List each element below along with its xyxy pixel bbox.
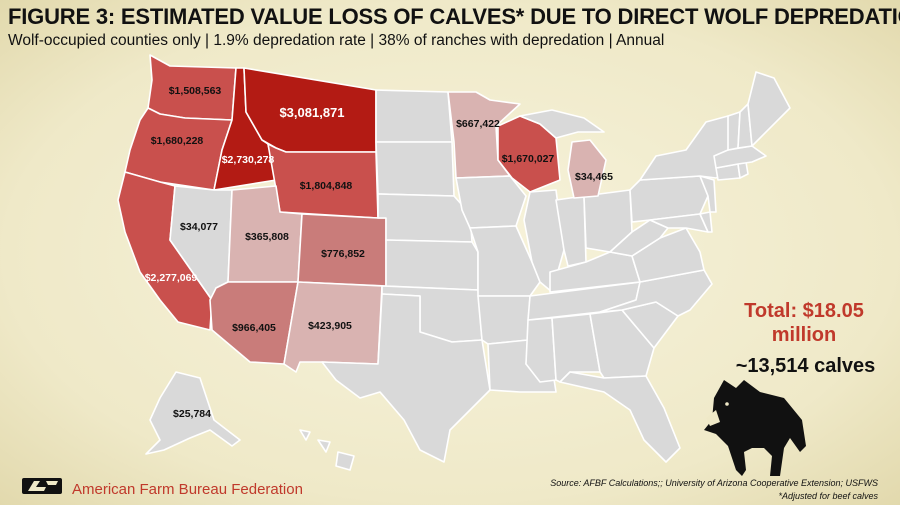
state-ar — [477, 295, 531, 345]
label-mi: $34,465 — [575, 171, 613, 183]
figure-subtitle: Wolf-occupied counties only | 1.9% depre… — [8, 32, 665, 49]
afbf-logo-icon — [22, 478, 62, 494]
label-wi: $1,670,027 — [502, 153, 555, 165]
state-mi — [567, 139, 607, 199]
state-mn — [447, 91, 521, 179]
footnote: *Adjusted for beef calves — [778, 491, 878, 501]
state-ma — [713, 145, 767, 169]
state-hi — [299, 429, 355, 471]
label-or: $1,680,228 — [151, 135, 204, 147]
state-nd — [375, 89, 453, 143]
wolf-icon — [704, 380, 806, 476]
total-line-1: Total: $18.05 — [744, 300, 864, 322]
label-id: $2,730,278 — [222, 154, 275, 166]
calves-count: ~13,514 calves — [735, 355, 876, 377]
state-me — [747, 71, 791, 147]
state-mi-up — [519, 109, 605, 139]
state-de — [699, 211, 713, 233]
state-tx — [321, 293, 491, 463]
label-ca: $2,277,069 — [145, 272, 198, 284]
state-ia — [455, 175, 527, 229]
label-ak: $25,784 — [173, 408, 211, 420]
label-mt: $3,081,871 — [279, 105, 344, 120]
label-nv: $34,077 — [180, 221, 218, 233]
total-line-2: million — [771, 324, 837, 346]
state-ca — [117, 171, 213, 331]
label-co: $776,852 — [321, 248, 365, 260]
figure-title: FIGURE 3: ESTIMATED VALUE LOSS OF CALVES… — [8, 4, 900, 29]
state-sd — [375, 141, 455, 197]
label-wa: $1,508,563 — [169, 85, 222, 97]
footer-branding: American Farm Bureau Federation — [72, 481, 303, 498]
org-name: American Farm Bureau Federation — [72, 481, 303, 498]
state-ks — [385, 239, 479, 291]
label-az: $966,405 — [232, 322, 276, 334]
state-mo — [469, 225, 541, 297]
label-mn: $667,422 — [456, 118, 500, 130]
total-value: Total: $18.05 million — [714, 299, 894, 347]
state-md — [649, 213, 709, 233]
label-wy: $1,804,848 — [300, 180, 353, 192]
source-note: Source: AFBF Calculations;; University o… — [550, 478, 878, 488]
label-nm: $423,905 — [308, 320, 352, 332]
label-ut: $365,808 — [245, 231, 289, 243]
state-ne — [377, 193, 473, 243]
state-fl — [559, 371, 681, 463]
state-nj — [699, 175, 717, 213]
state-ak — [145, 371, 241, 455]
